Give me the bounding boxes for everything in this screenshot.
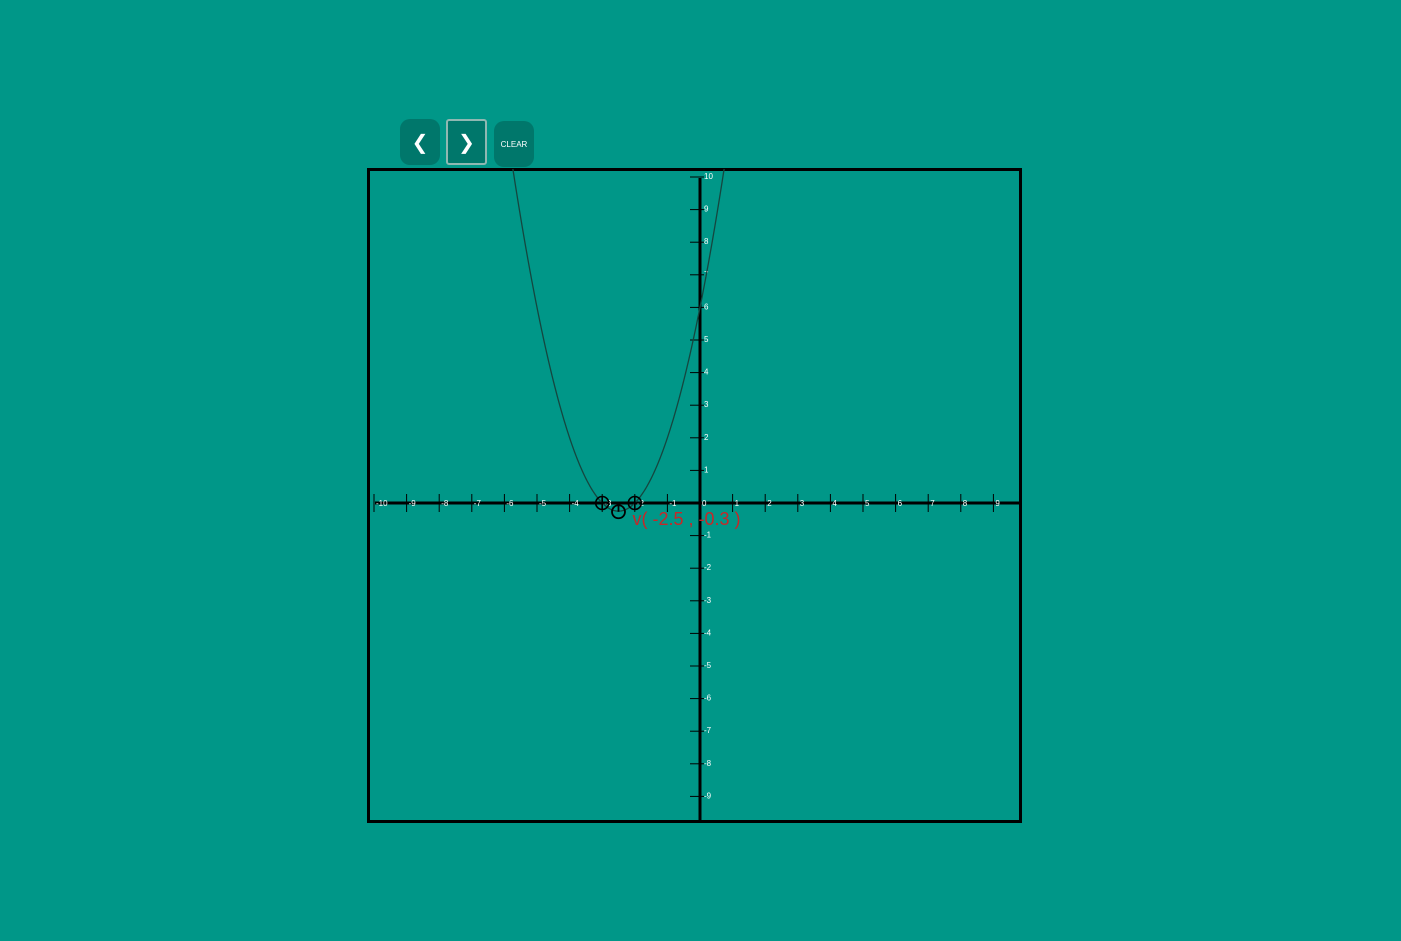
crosshair-icon[interactable] <box>627 495 643 511</box>
graph-border <box>367 168 1022 823</box>
y-tick-label: 5 <box>704 335 709 344</box>
y-tick-label: -5 <box>704 661 712 670</box>
y-tick-label: 2 <box>704 433 709 442</box>
y-tick-label: 4 <box>704 368 709 377</box>
x-tick-label: -9 <box>409 499 417 508</box>
tick-marks <box>373 176 994 797</box>
x-tick-label: -6 <box>506 499 514 508</box>
graph-canvas[interactable]: -10-9-8-7-6-5-4-3-2-10123456789123456789… <box>367 168 1022 823</box>
y-tick-label: -6 <box>704 694 712 703</box>
x-tick-label: -4 <box>572 499 580 508</box>
clear-button[interactable]: CLEAR <box>494 121 534 167</box>
x-tick-label: 5 <box>865 499 870 508</box>
crosshair-icon[interactable] <box>594 495 610 511</box>
graph-panel[interactable]: -10-9-8-7-6-5-4-3-2-10123456789123456789… <box>367 168 1022 823</box>
point-markers[interactable] <box>594 495 643 520</box>
x-tick-label: -7 <box>474 499 482 508</box>
previous-button[interactable]: ❮ <box>400 119 440 165</box>
x-tick-label: 7 <box>930 499 935 508</box>
x-tick-label: 0 <box>702 499 707 508</box>
y-tick-label: 1 <box>704 465 709 474</box>
x-tick-label: -10 <box>376 499 388 508</box>
x-tick-label: 8 <box>963 499 968 508</box>
x-tick-label: 1 <box>735 499 740 508</box>
y-tick-label: 9 <box>704 205 709 214</box>
x-tick-label: -1 <box>669 499 677 508</box>
y-tick-label: 3 <box>704 400 709 409</box>
x-tick-label: 6 <box>898 499 903 508</box>
y-tick-label: -4 <box>704 628 712 637</box>
y-tick-label: -2 <box>704 563 712 572</box>
y-tick-label: -1 <box>704 531 712 540</box>
x-tick-label: 4 <box>832 499 837 508</box>
x-tick-label: 9 <box>995 499 1000 508</box>
y-tick-label: -9 <box>704 791 712 800</box>
next-button[interactable]: ❯ <box>446 119 487 165</box>
x-tick-label: -8 <box>441 499 449 508</box>
x-tick-label: -5 <box>539 499 547 508</box>
y-tick-label: -7 <box>704 726 712 735</box>
x-tick-label: 3 <box>800 499 805 508</box>
vertex-label: v( -2.5 , -0.3 ) <box>633 509 741 529</box>
vertex-icon[interactable] <box>611 504 626 520</box>
y-tick-label: -8 <box>704 759 712 768</box>
y-tick-label: 10 <box>704 172 713 181</box>
y-tick-label: 8 <box>704 237 709 246</box>
x-tick-label: 2 <box>767 499 772 508</box>
y-tick-label: -3 <box>704 596 712 605</box>
y-tick-label: 6 <box>704 302 709 311</box>
tick-labels: -10-9-8-7-6-5-4-3-2-10123456789123456789… <box>376 172 1000 800</box>
